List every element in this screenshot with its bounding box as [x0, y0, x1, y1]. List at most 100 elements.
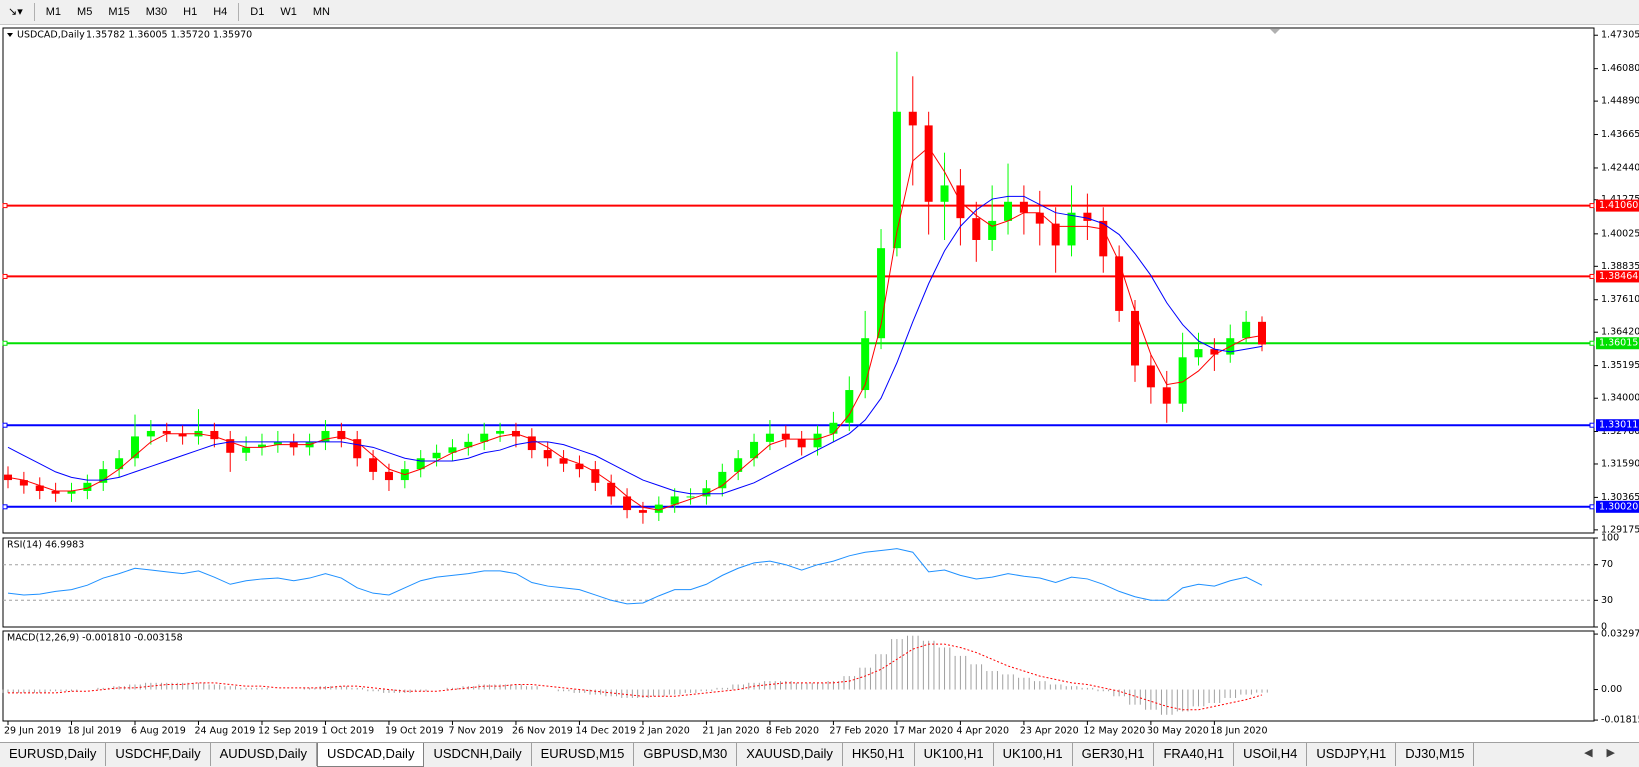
level-price-box	[1596, 500, 1639, 513]
timeframe-button[interactable]: MN	[312, 6, 330, 18]
candle-body	[1210, 349, 1219, 355]
candle-body	[337, 430, 346, 440]
candle-body	[861, 338, 870, 391]
level-handle	[1589, 273, 1595, 279]
y-tick-label: 1.42440	[1601, 162, 1639, 173]
candle-body	[257, 444, 266, 448]
x-tick-label: 24 Aug 2019	[194, 726, 255, 737]
chart-tab[interactable]: GER30,H1	[1073, 743, 1155, 766]
level-handle	[1589, 504, 1595, 510]
level-price-label: 1.33011	[1599, 420, 1638, 431]
level-price-label: 1.36015	[1599, 338, 1638, 349]
chart-type-menu[interactable]: ↘▾	[8, 6, 23, 18]
moving-average	[7, 195, 1263, 495]
timeframe-button[interactable]: M5	[77, 6, 93, 18]
y-tick-label: 1.31590	[1601, 458, 1639, 469]
y-tick-label: 1.30365	[1601, 492, 1639, 503]
candle-body	[464, 441, 473, 448]
main-panel	[2, 27, 1595, 534]
chart-tab[interactable]: EURUSD,Daily	[0, 743, 107, 766]
candle-body	[781, 433, 790, 440]
timeframe-button[interactable]: D1	[250, 6, 265, 18]
x-tick-label: 29 Jun 2019	[4, 726, 61, 737]
x-tick-label: 18 Jun 2020	[1210, 726, 1267, 737]
timeframe-button[interactable]: H4	[213, 6, 228, 18]
x-tick-label: 2 Jan 2020	[639, 726, 690, 737]
level-price-label: 1.30020	[1599, 501, 1638, 512]
level-handle	[1589, 340, 1595, 346]
candle-body	[1019, 201, 1028, 213]
candle-body	[765, 433, 774, 442]
candle-body	[877, 248, 886, 339]
candle-body	[1115, 256, 1124, 311]
candle-body	[19, 480, 28, 486]
tab-scroll-arrows[interactable]: ◀▶	[1584, 747, 1629, 759]
candle-body	[654, 504, 663, 513]
chart-tab[interactable]: USDCNH,Daily	[424, 743, 532, 766]
toolbar: ↘▾ M1 M5 M15 M30 H1 H4 D1 W1 MN	[0, 0, 1639, 25]
y-tick-label: 100	[1601, 533, 1619, 544]
chart-tab[interactable]: XAUUSD,Daily	[737, 743, 843, 766]
candle-body	[845, 390, 854, 423]
macd-panel	[2, 630, 1595, 722]
candle-body	[623, 496, 632, 511]
chart-tab[interactable]: UK100,H1	[994, 743, 1073, 766]
candle-body	[702, 488, 711, 497]
chart-tab[interactable]: USDCHF,Daily	[106, 743, 211, 766]
candle-body	[940, 185, 949, 202]
candle-body	[1194, 349, 1203, 358]
x-tick-label: 6 Aug 2019	[131, 726, 186, 737]
macd-signal-line	[8, 643, 1263, 711]
level-handle	[2, 504, 8, 510]
candle-body	[1146, 365, 1155, 388]
candle-body	[162, 430, 171, 434]
ohlc-values: 1.35782 1.36005 1.35720 1.35970	[86, 30, 252, 41]
candle-body	[432, 452, 441, 459]
candle-body	[115, 458, 124, 470]
chart-tab[interactable]: GBPUSD,M30	[634, 743, 738, 766]
candle-body	[242, 447, 251, 453]
candle-body	[1067, 212, 1076, 246]
level-price-box	[1596, 419, 1639, 432]
y-tick-label: 70	[1601, 559, 1613, 570]
symbol-title: USDCAD,Daily	[17, 30, 85, 41]
timeframe-button[interactable]: M1	[45, 6, 62, 18]
chart-tab[interactable]: AUDUSD,Daily	[211, 743, 318, 766]
y-tick-label: 0.00	[1601, 684, 1622, 695]
candle-body	[1099, 220, 1108, 257]
candle-body	[829, 422, 838, 434]
y-tick-label: 1.36420	[1601, 327, 1639, 338]
timeframe-button[interactable]: M30	[145, 6, 168, 18]
chart-tab[interactable]: UK100,H1	[915, 743, 994, 766]
chart-tab[interactable]: HK50,H1	[843, 743, 915, 766]
chart-tab[interactable]: EURUSD,M15	[532, 743, 635, 766]
candle-body	[67, 490, 76, 494]
level-handle	[2, 340, 8, 346]
separator	[33, 3, 35, 21]
x-tick-label: 1 Oct 2019	[321, 726, 374, 737]
candle-body	[718, 471, 727, 489]
candle-body	[1242, 321, 1251, 339]
chart-tab[interactable]: DJ30,M15	[1396, 743, 1475, 766]
candle-body	[1162, 387, 1171, 404]
timeframe-button[interactable]: M15	[108, 6, 130, 18]
timeframe-button[interactable]: W1	[280, 6, 297, 18]
chart-tab[interactable]: FRA40,H1	[1154, 743, 1235, 766]
symbol-menu-icon[interactable]	[7, 33, 13, 37]
chart-shift-marker	[1270, 29, 1280, 34]
candle-body	[1258, 321, 1266, 345]
chart-tab[interactable]: USDJPY,H1	[1307, 743, 1397, 766]
x-tick-label: 17 Mar 2020	[893, 726, 953, 737]
candle-body	[1178, 357, 1187, 404]
candle-body	[638, 510, 647, 513]
candle-body	[988, 220, 997, 240]
chart-tab[interactable]: USDCAD,Daily	[317, 743, 425, 767]
timeframe-button[interactable]: H1	[183, 6, 198, 18]
chart-tab[interactable]: USOil,H4	[1234, 743, 1308, 766]
candle-body	[734, 458, 743, 472]
candle-body	[670, 496, 679, 505]
y-tick-label: 1.29175	[1601, 524, 1639, 535]
x-tick-label: 14 Dec 2019	[575, 726, 636, 737]
candle-body	[51, 490, 60, 494]
x-tick-label: 18 Jul 2019	[67, 726, 121, 737]
